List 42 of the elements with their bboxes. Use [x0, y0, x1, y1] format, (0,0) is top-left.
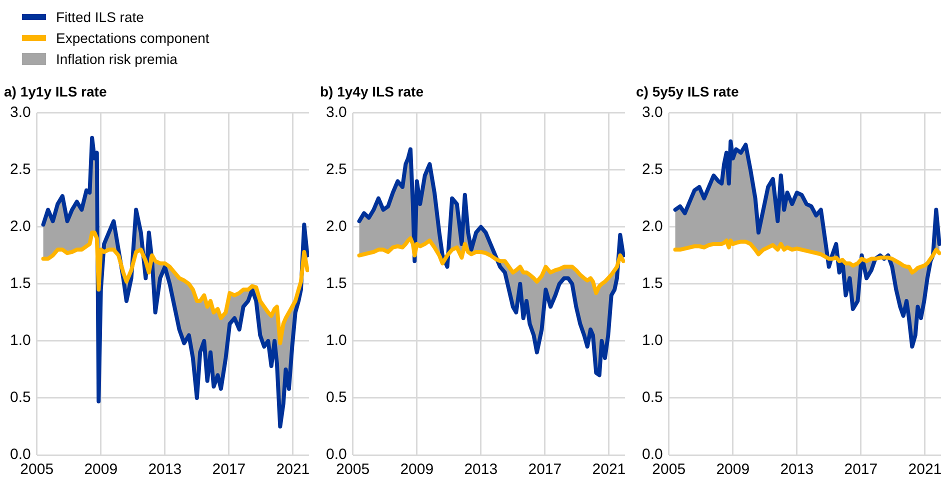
x-tick-label: 2021: [908, 461, 942, 478]
x-tick-label: 2013: [464, 461, 498, 478]
x-tick-label: 2005: [336, 461, 370, 478]
y-tick-label: 1.5: [326, 275, 347, 292]
x-tick-label: 2013: [780, 461, 814, 478]
y-tick-label: 2.0: [10, 218, 31, 236]
x-tick-label: 2017: [844, 461, 878, 478]
y-tick-label: 1.5: [642, 275, 663, 292]
x-tick-label: 2021: [276, 461, 310, 478]
legend-label: Expectations component: [56, 30, 210, 46]
y-tick-label: 3.0: [326, 104, 347, 121]
x-tick-label: 2005: [20, 461, 54, 478]
x-tick-label: 2013: [148, 461, 182, 478]
y-tick-label: 0.0: [10, 446, 31, 464]
x-tick-label: 2017: [528, 461, 562, 478]
x-tick-label: 2009: [400, 461, 434, 478]
y-tick-label: 2.5: [642, 160, 663, 178]
x-tick-label: 2017: [212, 461, 246, 478]
y-tick-label: 0.0: [642, 446, 663, 464]
text: Inflation risk premia: [56, 50, 178, 66]
y-tick-label: 2.5: [326, 160, 347, 178]
y-tick-label: 2.0: [326, 218, 347, 236]
y-tick-label: 3.0: [10, 104, 31, 121]
y-tick-label: 0.5: [326, 389, 347, 406]
x-tick-label: 2009: [84, 461, 118, 478]
legend-label: Fitted ILS rate: [56, 8, 144, 24]
x-tick-label: 2005: [652, 461, 686, 478]
y-tick-label: 1.0: [642, 332, 663, 350]
chart-title: a) 1y1y ILS rate: [4, 83, 107, 100]
y-tick-label: 1.0: [326, 332, 347, 350]
y-tick-label: 0.5: [642, 389, 663, 406]
y-tick-label: 3.0: [642, 104, 663, 121]
y-tick-label: 0.0: [326, 446, 347, 464]
y-tick-label: 0.5: [10, 389, 31, 406]
y-tick-label: 2.5: [10, 160, 31, 178]
y-tick-label: 1.5: [10, 275, 31, 292]
chart-title: c) 5y5y ILS rate: [636, 83, 739, 100]
y-tick-label: 1.0: [10, 332, 31, 350]
y-tick-label: 2.0: [642, 218, 663, 236]
x-tick-label: 2021: [592, 461, 626, 478]
x-tick-label: 2009: [716, 461, 750, 478]
chart-title: b) 1y4y ILS rate: [320, 83, 424, 100]
